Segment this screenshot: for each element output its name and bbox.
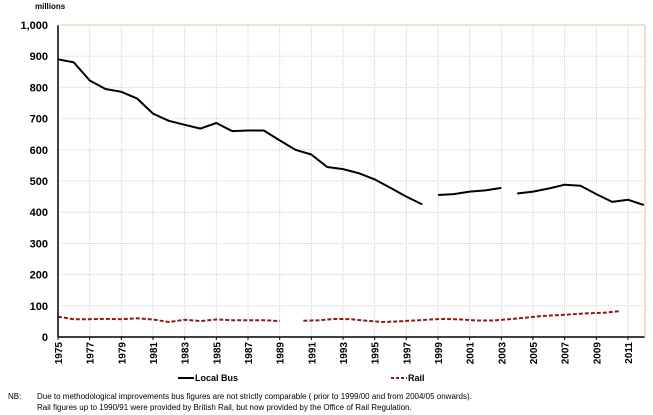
y-tick-label: 800 xyxy=(30,82,48,94)
y-tick-label: 100 xyxy=(30,301,48,313)
x-tick-label: 1987 xyxy=(244,342,255,365)
gridlines xyxy=(58,25,645,337)
series-lines xyxy=(57,58,645,323)
x-tick-label: 1981 xyxy=(149,342,160,365)
x-tick-label: 1995 xyxy=(371,342,382,365)
legend-item-rail: Rail xyxy=(391,373,425,383)
x-tick-label: 2005 xyxy=(529,342,540,365)
x-tick-label: 1993 xyxy=(339,342,350,365)
x-tick-label: 1991 xyxy=(307,342,318,365)
x-tick-label: 1977 xyxy=(86,342,97,365)
x-tick-label: 2007 xyxy=(561,342,572,365)
x-tick-label: 2011 xyxy=(624,342,635,364)
y-tick-label: 1,000 xyxy=(20,20,48,32)
y-tick-label: 600 xyxy=(30,145,48,157)
x-axis-ticks: 1975 1977 1979 1981 1983 1985 1987 1989 1991 1993… xyxy=(54,337,635,364)
x-tick-label: 1979 xyxy=(117,342,128,365)
x-tick-label: 1989 xyxy=(276,342,287,365)
legend-label-local-bus: Local Bus xyxy=(195,373,238,383)
legend-item-local-bus: Local Bus xyxy=(178,373,238,383)
y-tick-label: 300 xyxy=(30,238,48,250)
y-tick-label: 900 xyxy=(30,51,48,63)
y-axis-ticks: 0 100 200 300 400 500 600 700 800 900 1,000 xyxy=(20,20,48,344)
series-line-local-bus xyxy=(517,183,645,206)
y-tick-label: 400 xyxy=(30,207,48,219)
x-tick-label: 1997 xyxy=(402,342,413,365)
x-tick-label: 1975 xyxy=(54,342,65,365)
legend: Local Bus Rail xyxy=(178,373,425,383)
series-line-local-bus xyxy=(57,58,423,206)
series-line-local-bus xyxy=(437,186,502,196)
line-chart: millions 0 100 200 300 400 500 600 700 800 900 1,0… xyxy=(20,2,646,383)
note-line-1: Due to methodological improvements bus f… xyxy=(37,392,472,401)
series-line-rail xyxy=(303,310,621,323)
x-tick-label: 2001 xyxy=(466,342,477,365)
x-tick-label: 1985 xyxy=(212,342,223,365)
series-line-rail xyxy=(57,315,280,323)
y-tick-label: 0 xyxy=(42,332,48,344)
x-tick-label: 2009 xyxy=(592,342,603,365)
legend-label-rail: Rail xyxy=(408,373,425,383)
y-unit-label: millions xyxy=(35,2,66,11)
x-tick-label: 1983 xyxy=(181,342,192,365)
note-line-2: Rail figures up to 1990/91 were provided… xyxy=(37,403,412,412)
x-tick-label: 2003 xyxy=(497,342,508,365)
x-tick-label: 1999 xyxy=(434,342,445,365)
y-tick-label: 200 xyxy=(30,270,48,282)
note-label: NB: xyxy=(8,392,22,401)
y-tick-label: 500 xyxy=(30,176,48,188)
y-tick-label: 700 xyxy=(30,114,48,126)
